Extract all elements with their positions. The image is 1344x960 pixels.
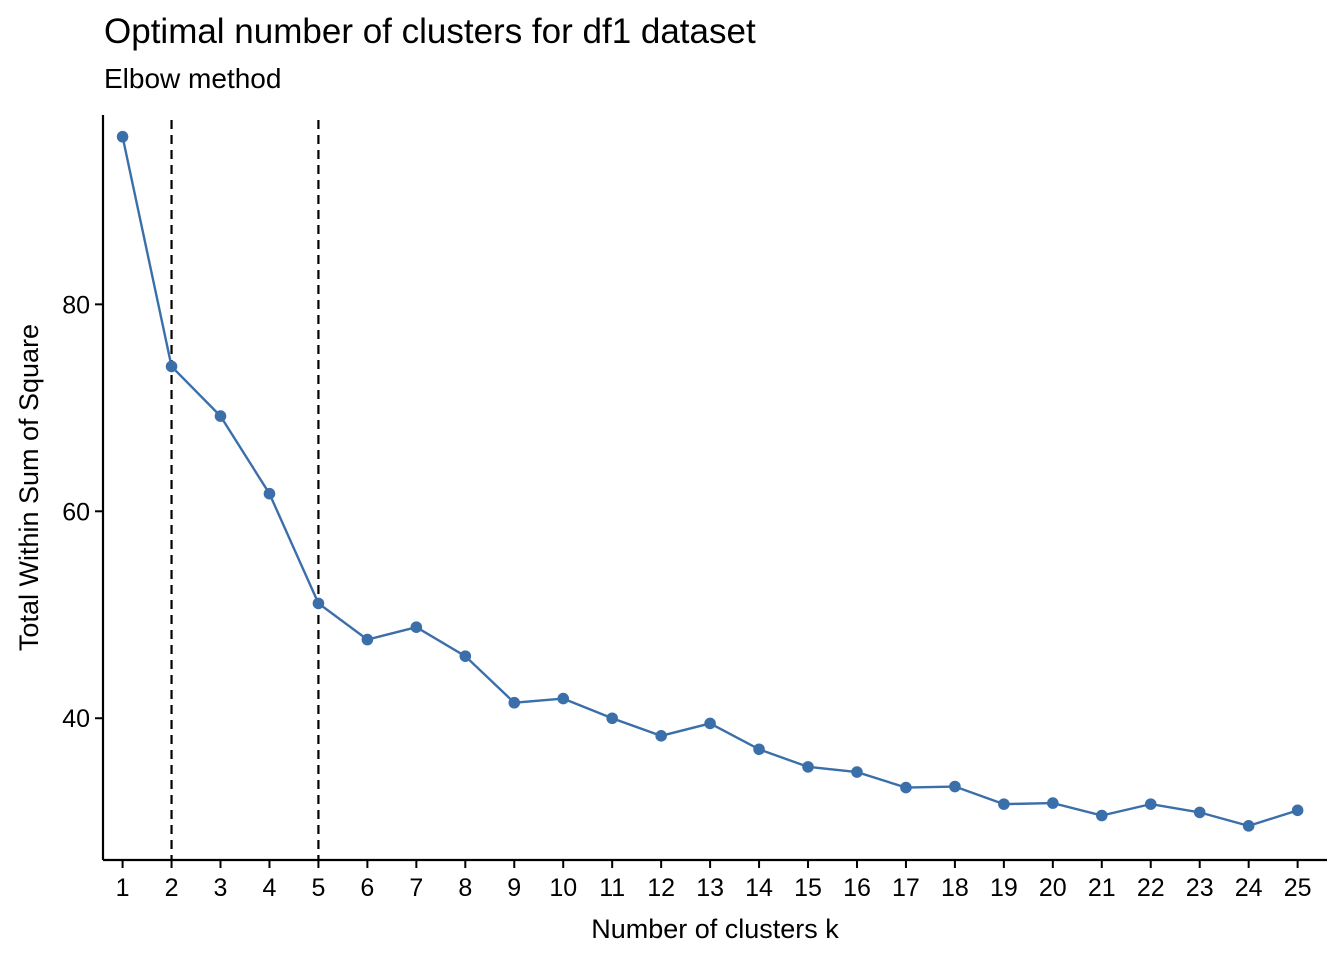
data-point-k-14 bbox=[753, 743, 765, 756]
data-point-k-15 bbox=[802, 761, 814, 773]
chart-subtitle: Elbow method bbox=[104, 63, 282, 94]
data-point-k-19 bbox=[998, 798, 1010, 810]
data-point-k-17 bbox=[900, 781, 912, 794]
x-axis-label: Number of clusters k bbox=[591, 914, 839, 944]
chart-title: Optimal number of clusters for df1 datas… bbox=[104, 12, 756, 51]
x-axis-ticks: 1 2 3 4 5 6 7 8 9 10 11 12 13 14 15 16 17 18 19 20 21 22 23 24 2… bbox=[116, 860, 1312, 902]
data-point-k-2 bbox=[165, 360, 178, 373]
data-point-k-21 bbox=[1095, 809, 1108, 822]
x-tick-label: 15 bbox=[794, 874, 822, 902]
data-point-k-6 bbox=[361, 633, 374, 646]
data-point-k-1 bbox=[116, 130, 129, 143]
data-point-k-8 bbox=[459, 650, 472, 662]
data-point-k-22 bbox=[1144, 798, 1157, 810]
data-point-k-20 bbox=[1047, 797, 1059, 809]
x-tick-label: 25 bbox=[1284, 874, 1312, 902]
x-tick-label: 9 bbox=[507, 874, 521, 902]
data-point-k-11 bbox=[606, 712, 618, 725]
x-tick-label: 21 bbox=[1088, 874, 1116, 902]
data-point-k-12 bbox=[655, 730, 667, 742]
data-point-k-7 bbox=[410, 621, 423, 633]
x-tick-label: 6 bbox=[360, 874, 374, 902]
x-tick-label: 5 bbox=[311, 874, 325, 902]
data-point-k-3 bbox=[214, 410, 227, 422]
data-point-k-10 bbox=[557, 692, 570, 705]
x-tick-label: 19 bbox=[990, 874, 1018, 902]
x-tick-label: 12 bbox=[647, 874, 675, 902]
x-tick-label: 13 bbox=[696, 874, 724, 902]
series-points bbox=[116, 130, 1304, 832]
x-tick-label: 3 bbox=[214, 874, 228, 902]
x-tick-label: 7 bbox=[409, 874, 423, 902]
x-tick-label: 8 bbox=[458, 874, 472, 902]
data-point-k-24 bbox=[1242, 820, 1255, 832]
x-tick-label: 11 bbox=[599, 874, 625, 902]
x-tick-label: 1 bbox=[116, 874, 130, 902]
data-point-k-18 bbox=[949, 780, 961, 793]
y-axis-ticks: 40 60 80 bbox=[62, 291, 103, 733]
x-tick-label: 23 bbox=[1186, 874, 1214, 902]
x-tick-label: 2 bbox=[165, 874, 179, 902]
x-tick-label: 22 bbox=[1137, 874, 1165, 902]
x-tick-label: 20 bbox=[1039, 874, 1067, 902]
data-point-k-5 bbox=[312, 597, 325, 610]
data-point-k-9 bbox=[508, 696, 521, 709]
data-point-k-23 bbox=[1193, 806, 1206, 819]
x-tick-label: 10 bbox=[549, 874, 577, 902]
x-tick-label: 24 bbox=[1235, 874, 1263, 902]
x-tick-label: 17 bbox=[892, 874, 920, 902]
data-point-k-16 bbox=[851, 766, 863, 778]
y-tick-label: 60 bbox=[62, 498, 90, 526]
y-axis-label: Total Within Sum of Square bbox=[14, 324, 44, 651]
x-tick-label: 14 bbox=[745, 874, 773, 902]
data-point-k-25 bbox=[1291, 804, 1304, 817]
reference-lines bbox=[170, 120, 320, 860]
y-tick-label: 80 bbox=[62, 291, 90, 319]
data-point-k-4 bbox=[263, 487, 276, 500]
y-tick-label: 40 bbox=[62, 705, 90, 733]
data-point-k-13 bbox=[704, 717, 716, 730]
x-tick-label: 4 bbox=[263, 874, 277, 902]
x-tick-label: 16 bbox=[843, 874, 871, 902]
x-tick-label: 18 bbox=[941, 874, 969, 902]
